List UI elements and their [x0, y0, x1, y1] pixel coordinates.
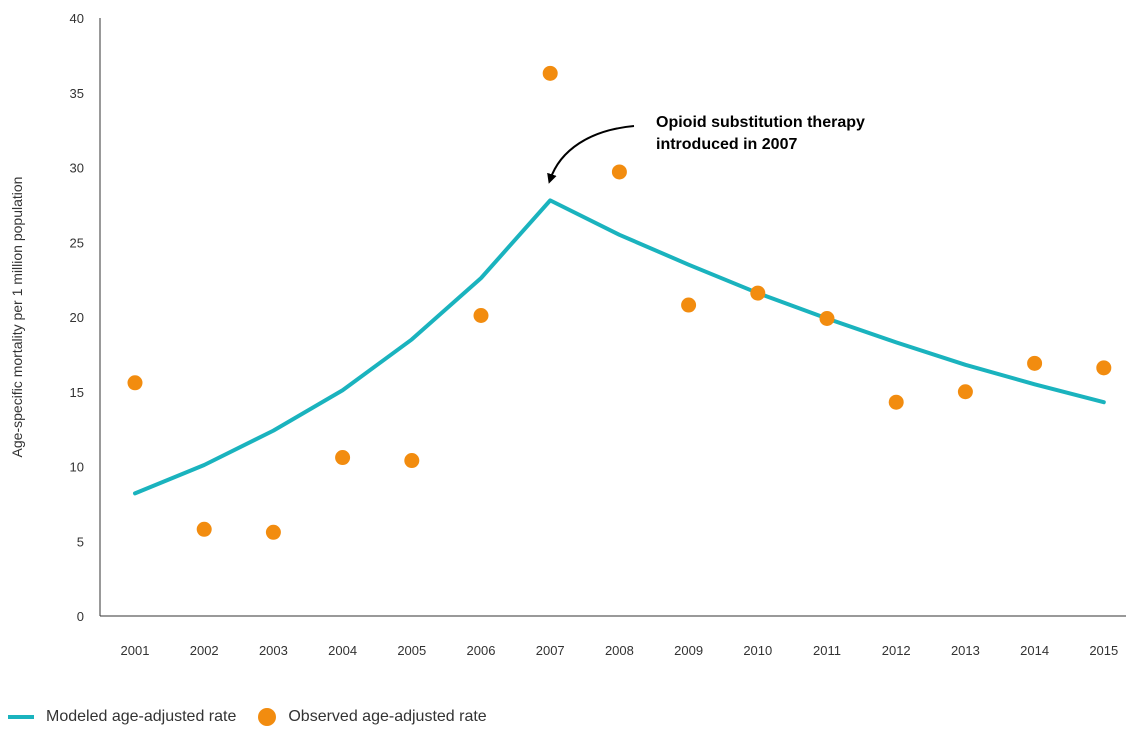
- observed-rate-point: [888, 394, 904, 410]
- observed-rate-point: [335, 450, 351, 466]
- x-tick-label: 2015: [1089, 643, 1118, 658]
- y-tick-label: 15: [70, 385, 84, 400]
- observed-rate-point: [957, 384, 973, 400]
- x-tick-label: 2007: [536, 643, 565, 658]
- legend-observed-label: Observed age-adjusted rate: [288, 708, 487, 725]
- x-tick-label: 2001: [121, 643, 150, 658]
- legend: Modeled age-adjusted rate Observed age-a…: [8, 708, 487, 726]
- observed-rate-point: [681, 297, 697, 313]
- axes: [99, 18, 1126, 617]
- y-tick-label: 30: [70, 161, 84, 176]
- series-layer: [127, 65, 1112, 540]
- observed-rate-point: [1096, 360, 1112, 376]
- x-tick-label: 2008: [605, 643, 634, 658]
- x-tick-label: 2010: [743, 643, 772, 658]
- y-tick-label: 40: [70, 11, 84, 26]
- y-tick-label: 25: [70, 235, 84, 250]
- observed-rate-point: [542, 65, 558, 81]
- y-tick-label: 5: [77, 534, 84, 549]
- observed-rate-point: [404, 453, 420, 469]
- observed-rate-point: [750, 285, 766, 301]
- x-tick-label: 2011: [813, 643, 841, 658]
- x-tick-label: 2014: [1020, 643, 1049, 658]
- x-tick-label: 2006: [467, 643, 496, 658]
- x-tick-label: 2003: [259, 643, 288, 658]
- modeled-rate-line: [133, 198, 1106, 496]
- x-tick-label: 2013: [951, 643, 980, 658]
- legend-modeled-swatch: [8, 715, 34, 719]
- x-tick-label: 2002: [190, 643, 219, 658]
- observed-rate-point: [819, 310, 835, 326]
- annotation-line-1: Opioid substitution therapy: [656, 114, 865, 131]
- legend-observed-swatch: [258, 708, 277, 726]
- observed-rate-point: [127, 375, 143, 391]
- observed-rate-point: [265, 524, 281, 540]
- x-tick-label: 2004: [328, 643, 357, 658]
- annotation: Opioid substitution therapy introduced i…: [547, 114, 865, 184]
- observed-rate-point: [196, 521, 212, 537]
- y-tick-label: 0: [77, 609, 84, 624]
- legend-modeled-label: Modeled age-adjusted rate: [46, 708, 237, 725]
- y-tick-label: 20: [70, 310, 84, 325]
- x-tick-label: 2009: [674, 643, 703, 658]
- annotation-arrow: [547, 125, 635, 184]
- y-tick-labels: 0 5 10 15 20 25 30 35 40: [70, 11, 84, 624]
- observed-rate-point: [1027, 355, 1043, 371]
- annotation-line-2: introduced in 2007: [656, 136, 797, 153]
- x-tick-labels: 2001 2002 2003 2004 2005 2006 2007 2008 2009 2010…: [121, 643, 1119, 658]
- observed-rate-point: [611, 164, 627, 180]
- x-tick-label: 2012: [882, 643, 911, 658]
- y-tick-label: 35: [70, 86, 84, 101]
- x-tick-label: 2005: [397, 643, 426, 658]
- observed-rate-point: [473, 308, 489, 324]
- y-tick-label: 10: [70, 460, 84, 475]
- y-axis-label: Age-specific mortality per 1 million pop…: [9, 177, 25, 458]
